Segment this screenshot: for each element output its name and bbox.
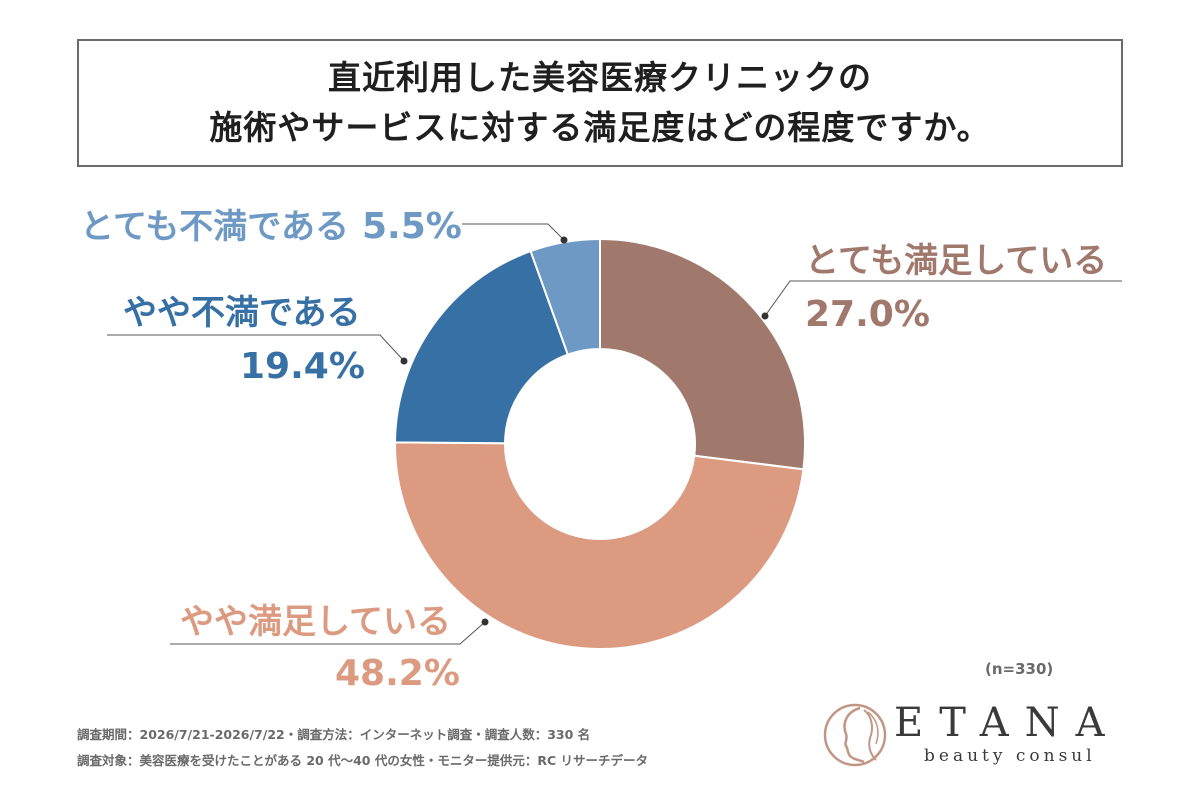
slice-value-0: 27.0% [805,294,930,335]
leader-line-1 [170,621,486,645]
logo-wordmark: ETANA [894,700,1121,746]
etana-logo: ETANA beauty consul [820,700,1140,780]
leader-line-0 [764,280,1122,317]
slice-label-1: やや満足している [180,602,451,642]
leader-dot-1 [481,618,489,626]
footer-survey-target: 調査対象：美容医療を受けたことがある 20 代〜40 代の女性・モニター提供元：… [77,753,648,768]
title-line-1: 直近利用した美容医療クリニックの [328,58,872,97]
slice-label-0: とても満足している [805,241,1107,281]
leader-line-2 [107,334,405,362]
leader-dot-0 [761,312,769,320]
leader-dot-2 [400,357,408,365]
slice-label-2: やや不満である [123,293,361,333]
title-line-2: 施術やサービスに対する満足度はどの程度ですか。 [209,108,991,147]
footer-survey-info: 調査期間：2026/7/21-2026/7/22・調査方法：インターネット調査・… [77,727,591,742]
slice-2 [393,249,570,445]
title-box: 直近利用した美容医療クリニックの 施術やサービスに対する満足度はどの程度ですか。 [77,39,1123,167]
leader-line-3 [462,223,565,241]
slice-3 [529,237,601,356]
slice-1 [394,441,805,650]
sample-size-label: (n=330) [985,660,1054,678]
slice-value-2: 19.4% [240,346,365,387]
slice-label-3: とても不満である [80,207,349,247]
leader-dot-3 [560,236,568,244]
face-profile-icon [823,703,887,767]
logo-tagline: beauty consul [924,746,1096,766]
slice-value-1: 48.2% [335,653,460,694]
slice-value-3: 5.5% [362,206,462,247]
slice-0 [599,237,806,471]
